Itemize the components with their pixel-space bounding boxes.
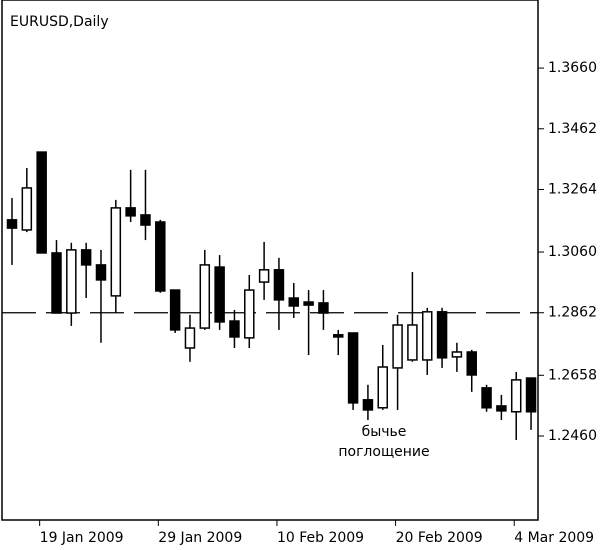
y-tick-label: 1.3060: [548, 244, 597, 260]
bull-body: [377, 366, 388, 409]
bear-body: [436, 311, 448, 359]
bear-body: [318, 302, 329, 314]
bull-body: [110, 207, 122, 297]
bear-body: [95, 264, 107, 281]
bull-body: [66, 249, 77, 314]
bear-body: [155, 221, 166, 292]
bear-body: [51, 252, 62, 314]
bull-body: [451, 351, 463, 358]
annotation: поглощение: [338, 444, 429, 460]
x-tick-label: 19 Jan 2009: [40, 530, 124, 546]
bear-body: [288, 297, 300, 307]
y-tick-label: 1.2460: [548, 428, 597, 444]
bull-body: [199, 264, 211, 329]
bear-body: [214, 266, 225, 323]
bear-body: [496, 405, 507, 412]
x-tick-label: 4 Mar 2009: [514, 530, 594, 546]
annotation: бычье: [362, 424, 407, 440]
bear-body: [125, 207, 136, 217]
bear-body: [525, 377, 537, 413]
bear-body: [481, 387, 492, 409]
bear-body: [303, 301, 314, 306]
bull-body: [258, 269, 270, 283]
bull-body: [392, 324, 403, 369]
bear-body: [140, 214, 151, 226]
bear-body: [80, 249, 92, 266]
bull-body: [407, 324, 418, 361]
y-tick-label: 1.2862: [548, 305, 597, 321]
bear-body: [6, 219, 18, 229]
bear-body: [362, 399, 374, 411]
bear-body: [466, 351, 477, 376]
bear-body: [273, 269, 285, 301]
bull-body: [510, 379, 522, 413]
bear-body: [229, 320, 240, 338]
bear-body: [333, 334, 344, 338]
x-tick-label: 29 Jan 2009: [158, 530, 242, 546]
bull-body: [421, 311, 433, 361]
chart-title: EURUSD,Daily: [10, 14, 109, 30]
y-tick-label: 1.3264: [548, 181, 597, 197]
bull-body: [244, 289, 255, 339]
y-tick-label: 1.2658: [548, 367, 597, 383]
y-tick-label: 1.3660: [548, 60, 597, 76]
bull-body: [184, 327, 196, 349]
y-tick-label: 1.3462: [548, 121, 597, 137]
bear-body: [169, 289, 181, 331]
bear-body: [347, 332, 359, 404]
x-tick-label: 10 Feb 2009: [277, 530, 364, 546]
x-tick-label: 20 Feb 2009: [396, 530, 483, 546]
bear-body: [36, 151, 47, 254]
bull-body: [21, 187, 33, 231]
